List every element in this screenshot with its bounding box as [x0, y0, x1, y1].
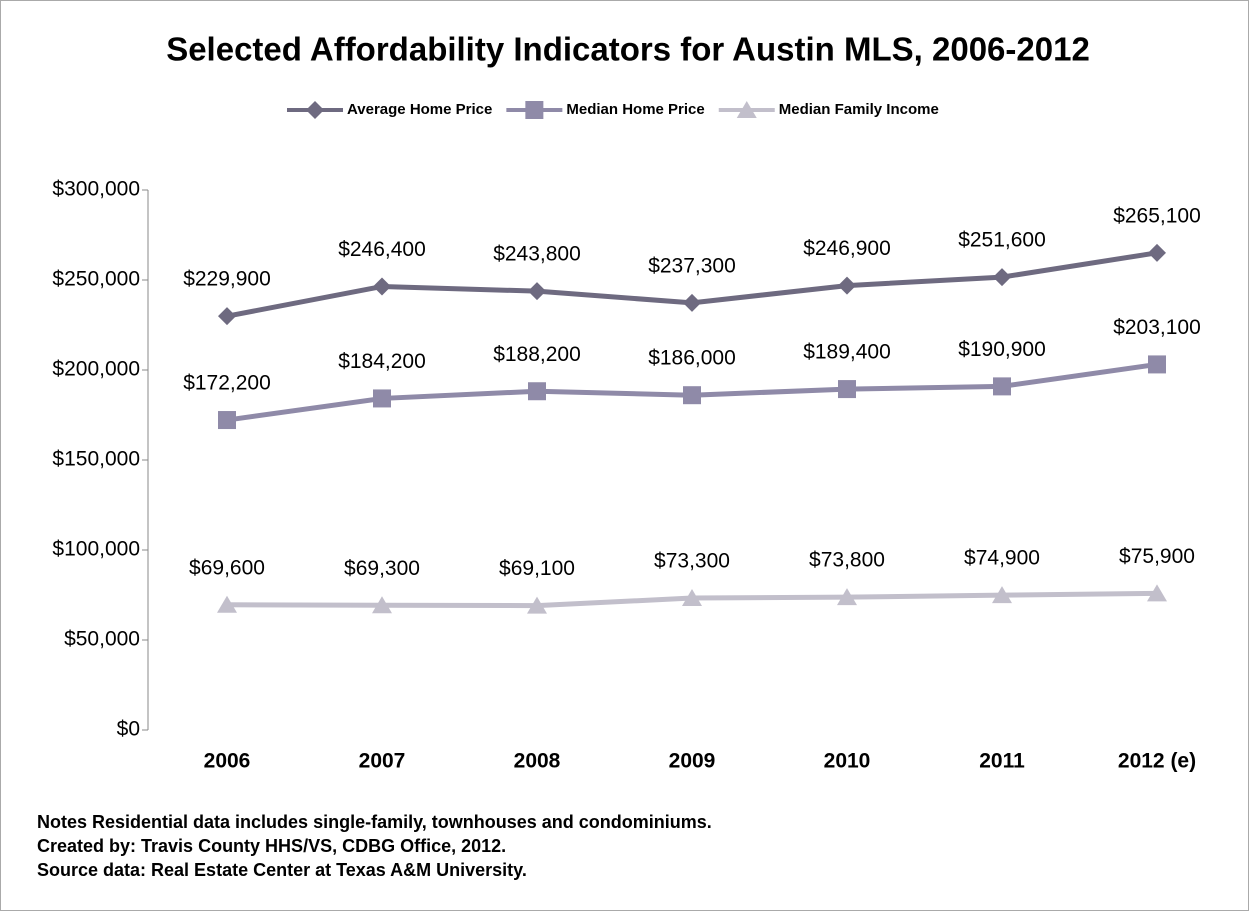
point-marker: [682, 589, 702, 607]
x-tick-label: 2006: [204, 750, 251, 773]
data-label: $73,800: [809, 549, 885, 572]
x-tick-label: 2010: [824, 750, 871, 773]
data-label: $69,100: [499, 557, 575, 580]
data-label: $184,200: [338, 350, 426, 373]
note: Notes Residential data includes single-f…: [37, 812, 712, 832]
data-label: $73,300: [654, 550, 730, 573]
point-marker: [527, 596, 547, 614]
y-tick-label: $200,000: [52, 358, 140, 381]
point-marker: [1148, 243, 1166, 262]
point-marker: [838, 380, 856, 399]
y-tick-label: $150,000: [52, 448, 140, 471]
legend-marker: [306, 101, 324, 119]
point-marker: [218, 411, 236, 430]
point-marker: [1147, 584, 1167, 602]
point-marker: [528, 282, 546, 301]
point-marker: [683, 293, 701, 312]
data-label: $251,600: [958, 229, 1046, 252]
data-label: $246,400: [338, 238, 426, 261]
data-label: $69,300: [344, 557, 420, 580]
data-label: $265,100: [1113, 204, 1201, 227]
data-label: $237,300: [648, 254, 736, 277]
note: Source data: Real Estate Center at Texas…: [37, 860, 527, 880]
point-marker: [373, 389, 391, 408]
legend-marker: [736, 101, 757, 118]
data-label: $186,000: [648, 347, 736, 370]
x-tick-label: 2009: [669, 750, 716, 773]
legend-label: Median Family Income: [779, 101, 939, 118]
data-label: $246,900: [803, 237, 891, 260]
y-tick-label: $300,000: [52, 178, 140, 201]
y-tick-label: $50,000: [64, 628, 140, 651]
point-marker: [993, 377, 1011, 396]
data-label: $188,200: [493, 343, 581, 366]
legend-label: Average Home Price: [347, 101, 492, 118]
legend-label: Median Home Price: [566, 101, 704, 118]
note: Created by: Travis County HHS/VS, CDBG O…: [37, 836, 506, 856]
x-tick-label: 2011: [979, 750, 1025, 773]
data-label: $229,900: [183, 268, 271, 291]
legend-marker: [525, 101, 544, 119]
chart-title: Selected Affordability Indicators for Au…: [166, 31, 1090, 68]
point-marker: [683, 386, 701, 405]
x-tick-label: 2007: [359, 750, 406, 773]
point-marker: [837, 588, 857, 606]
point-marker: [992, 586, 1012, 604]
point-marker: [838, 276, 856, 295]
data-label: $74,900: [964, 547, 1040, 570]
point-marker: [993, 268, 1011, 287]
data-label: $189,400: [803, 341, 891, 364]
y-tick-label: $250,000: [52, 268, 140, 291]
data-label: $75,900: [1119, 545, 1195, 568]
point-marker: [528, 382, 546, 401]
point-marker: [373, 277, 391, 296]
y-tick-label: $0: [117, 718, 140, 741]
point-marker: [372, 596, 392, 614]
point-marker: [218, 307, 236, 326]
point-marker: [217, 595, 237, 613]
data-label: $203,100: [1113, 316, 1201, 339]
y-tick-label: $100,000: [52, 538, 140, 561]
point-marker: [1148, 355, 1166, 374]
data-label: $190,900: [958, 338, 1046, 361]
x-tick-label: 2012 (e): [1118, 750, 1196, 773]
data-label: $172,200: [183, 372, 271, 395]
data-label: $243,800: [493, 243, 581, 266]
data-label: $69,600: [189, 556, 265, 579]
x-tick-label: 2008: [514, 750, 561, 773]
